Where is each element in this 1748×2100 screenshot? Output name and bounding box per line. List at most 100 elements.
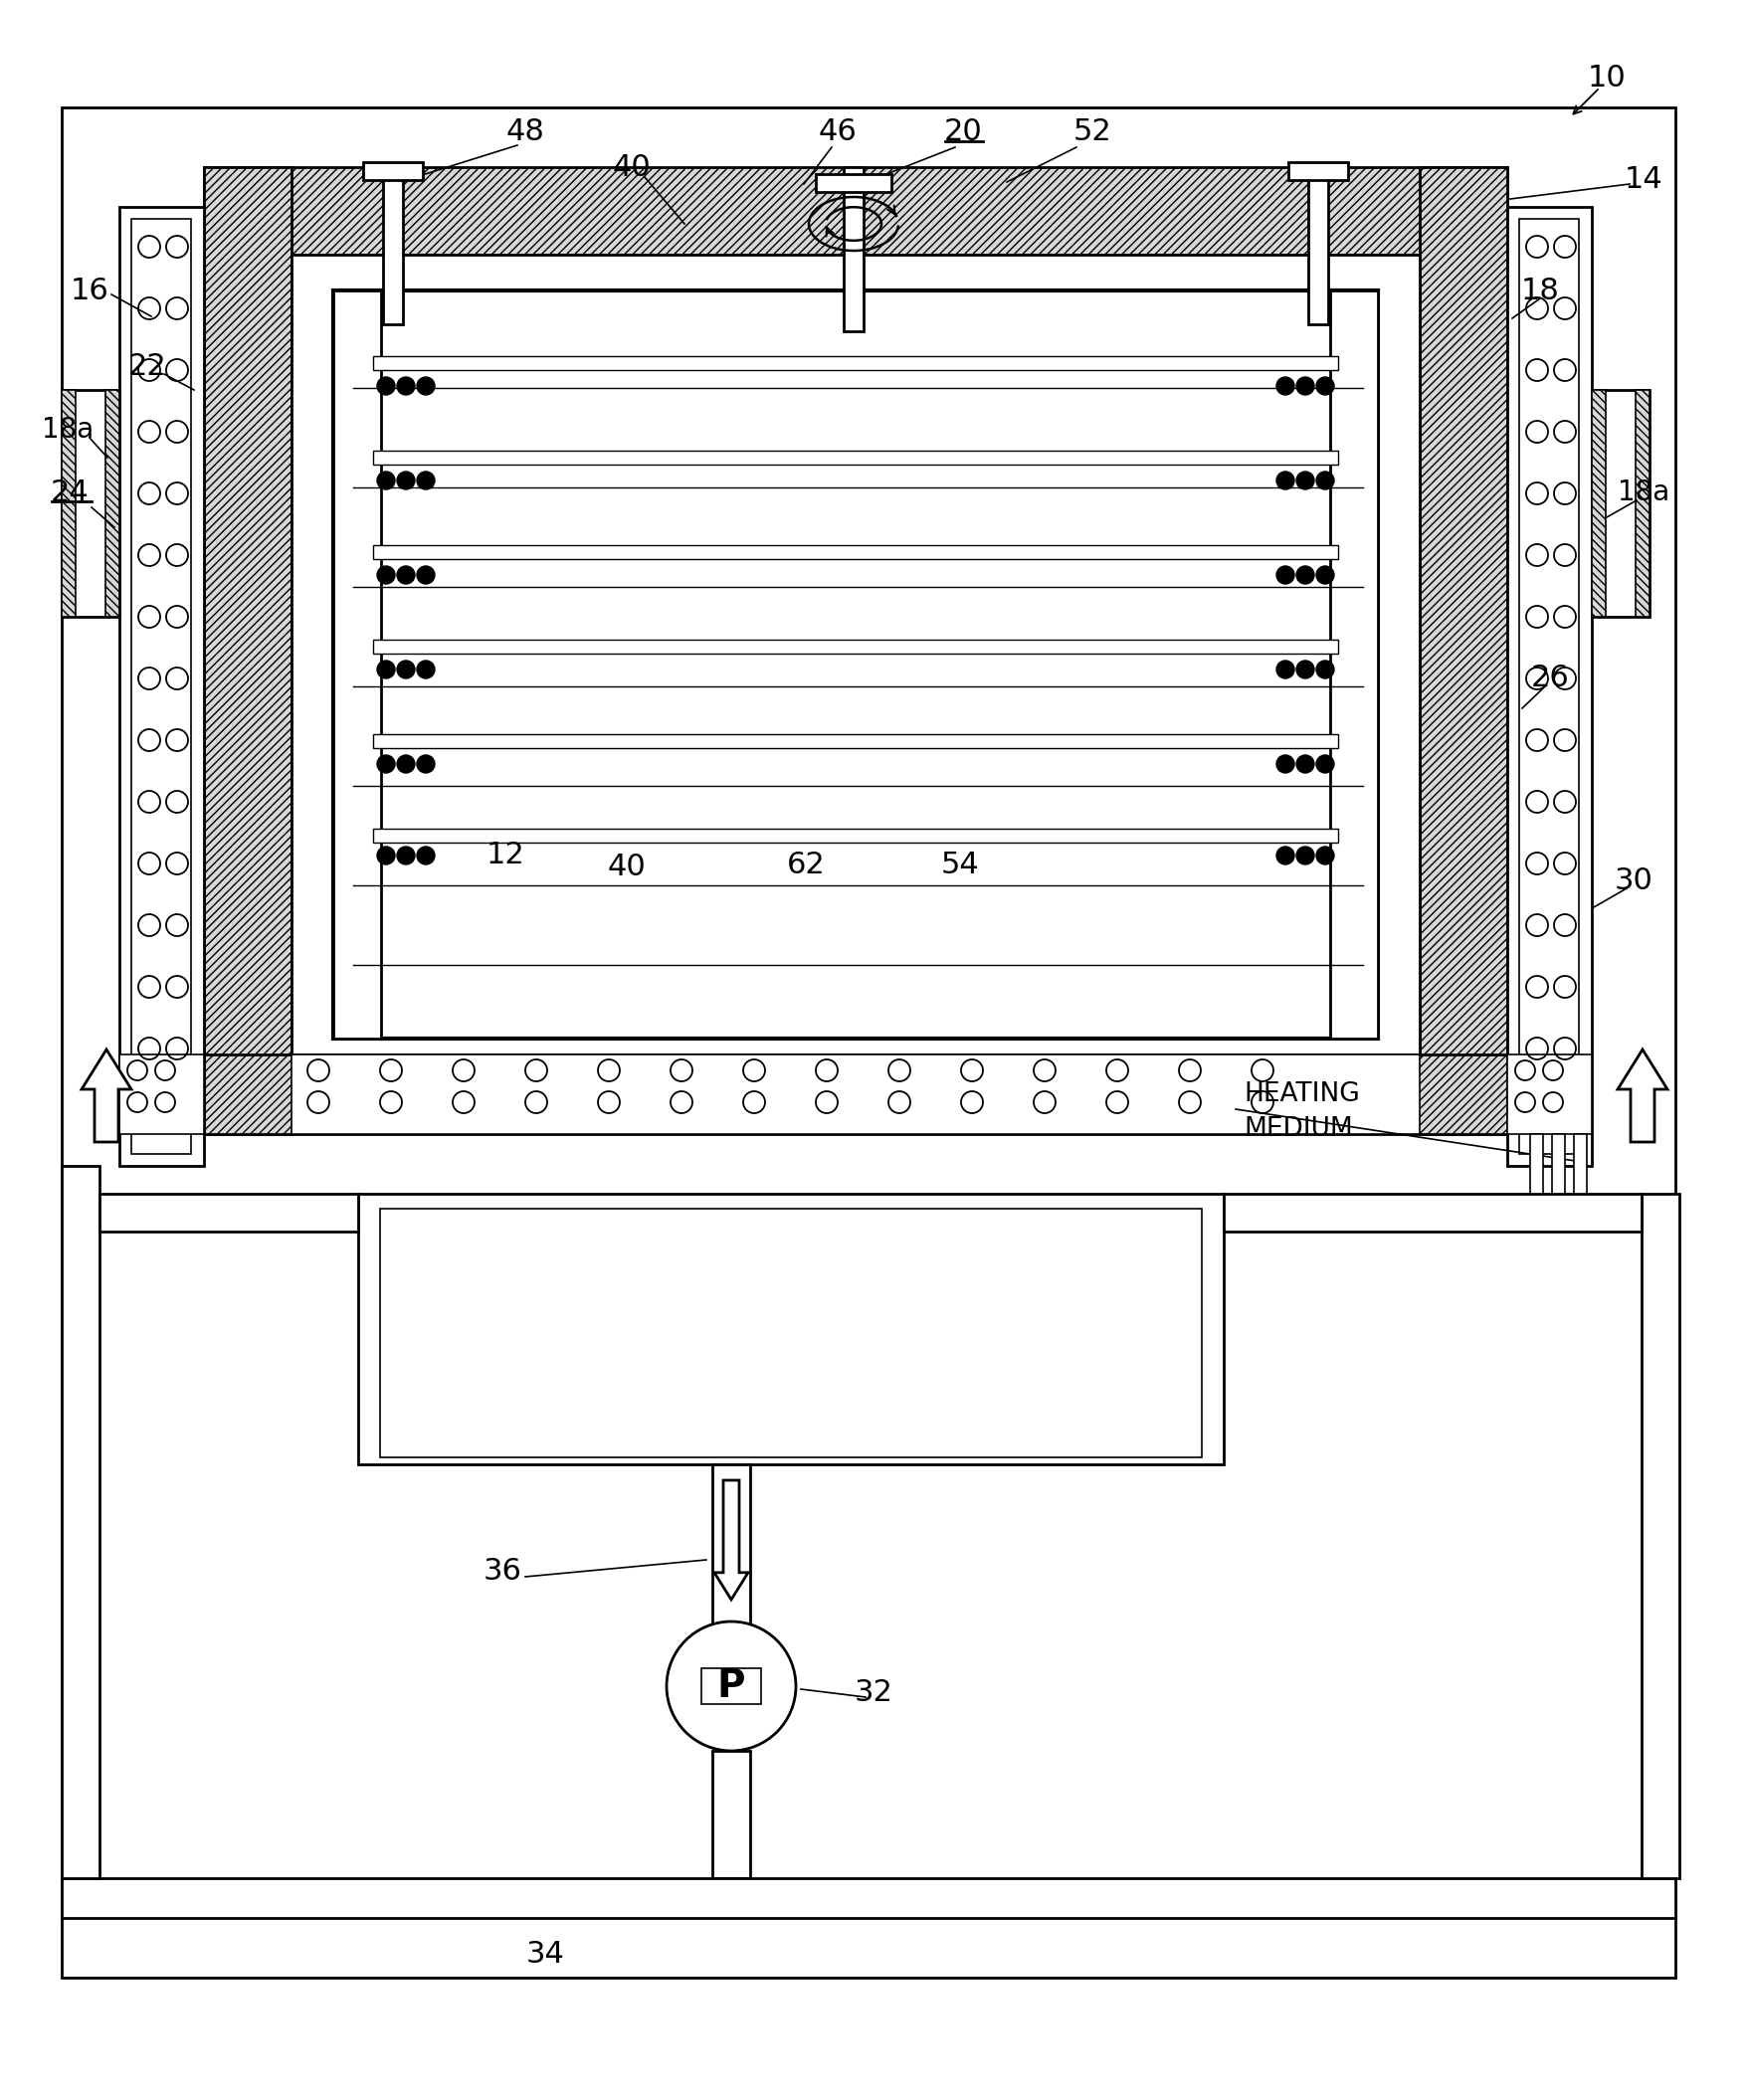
Circle shape bbox=[1276, 756, 1294, 773]
Circle shape bbox=[397, 846, 414, 865]
Bar bbox=[1550, 1134, 1564, 1193]
Circle shape bbox=[416, 756, 435, 773]
Circle shape bbox=[397, 662, 414, 678]
Text: 16: 16 bbox=[70, 275, 108, 304]
Circle shape bbox=[378, 472, 395, 489]
Bar bbox=[372, 830, 1337, 842]
Circle shape bbox=[1276, 472, 1294, 489]
Text: 10: 10 bbox=[1587, 63, 1626, 92]
Bar bbox=[383, 168, 402, 323]
Circle shape bbox=[397, 472, 414, 489]
Circle shape bbox=[378, 756, 395, 773]
Circle shape bbox=[416, 378, 435, 395]
Bar bbox=[1419, 168, 1507, 1134]
Bar bbox=[711, 1751, 750, 1877]
Text: 48: 48 bbox=[505, 118, 544, 145]
Text: 36: 36 bbox=[482, 1558, 521, 1586]
Bar bbox=[372, 357, 1337, 370]
Circle shape bbox=[1295, 756, 1313, 773]
Bar bbox=[205, 168, 1507, 254]
Bar bbox=[131, 218, 191, 1155]
Text: 18: 18 bbox=[1519, 275, 1559, 304]
Bar bbox=[1530, 1134, 1542, 1193]
Text: 62: 62 bbox=[787, 850, 825, 880]
Bar bbox=[334, 290, 1377, 1039]
Circle shape bbox=[1276, 662, 1294, 678]
Text: 18a: 18a bbox=[1617, 479, 1669, 506]
Bar bbox=[292, 254, 1419, 1054]
Circle shape bbox=[378, 846, 395, 865]
Bar bbox=[61, 1166, 100, 1877]
Circle shape bbox=[416, 472, 435, 489]
Bar bbox=[1641, 1193, 1678, 1877]
Bar bbox=[1573, 1134, 1585, 1193]
Text: 40: 40 bbox=[607, 853, 645, 882]
Bar bbox=[364, 162, 423, 181]
Polygon shape bbox=[713, 1480, 748, 1600]
Text: 32: 32 bbox=[853, 1678, 891, 1707]
Bar bbox=[61, 391, 119, 617]
Circle shape bbox=[397, 378, 414, 395]
Text: 22: 22 bbox=[128, 351, 166, 380]
Bar bbox=[1507, 208, 1591, 1166]
Text: 14: 14 bbox=[1624, 164, 1662, 193]
Bar bbox=[1224, 1193, 1641, 1231]
Bar bbox=[105, 391, 119, 617]
Bar bbox=[61, 391, 75, 617]
Bar bbox=[711, 1464, 750, 1636]
Circle shape bbox=[1316, 378, 1334, 395]
Bar bbox=[1519, 218, 1578, 1155]
Bar bbox=[205, 1054, 1507, 1134]
Bar bbox=[292, 1054, 1419, 1134]
Bar bbox=[358, 1193, 1224, 1464]
Circle shape bbox=[666, 1621, 795, 1751]
Bar bbox=[61, 1877, 1675, 1917]
Text: 54: 54 bbox=[940, 850, 979, 880]
Bar bbox=[815, 174, 891, 191]
Circle shape bbox=[416, 662, 435, 678]
Bar bbox=[1288, 162, 1348, 181]
Bar bbox=[372, 452, 1337, 464]
Circle shape bbox=[1276, 567, 1294, 584]
Circle shape bbox=[1276, 378, 1294, 395]
Circle shape bbox=[397, 756, 414, 773]
Circle shape bbox=[1295, 567, 1313, 584]
Text: 12: 12 bbox=[486, 842, 524, 869]
Bar bbox=[372, 640, 1337, 653]
Circle shape bbox=[1295, 662, 1313, 678]
Bar bbox=[119, 1054, 205, 1134]
Bar bbox=[1591, 391, 1648, 617]
Text: 52: 52 bbox=[1073, 118, 1112, 145]
Text: 26: 26 bbox=[1530, 664, 1568, 693]
Bar bbox=[1330, 290, 1377, 1039]
Circle shape bbox=[1276, 846, 1294, 865]
Circle shape bbox=[1316, 472, 1334, 489]
Polygon shape bbox=[82, 1050, 131, 1142]
Bar bbox=[372, 546, 1337, 559]
Text: 46: 46 bbox=[818, 118, 857, 145]
Circle shape bbox=[1316, 567, 1334, 584]
Text: 20: 20 bbox=[944, 118, 982, 145]
Polygon shape bbox=[1617, 1050, 1666, 1142]
Bar bbox=[61, 107, 1675, 1978]
Bar bbox=[379, 1210, 1201, 1457]
Text: 18a: 18a bbox=[42, 416, 94, 443]
Circle shape bbox=[416, 567, 435, 584]
Circle shape bbox=[416, 846, 435, 865]
Circle shape bbox=[378, 662, 395, 678]
Bar bbox=[1634, 391, 1648, 617]
Text: 24: 24 bbox=[51, 479, 89, 506]
Bar bbox=[100, 1193, 358, 1231]
Circle shape bbox=[1316, 756, 1334, 773]
Circle shape bbox=[1316, 662, 1334, 678]
Bar bbox=[119, 208, 205, 1166]
Bar bbox=[701, 1667, 760, 1703]
Bar bbox=[1308, 168, 1327, 323]
Bar bbox=[843, 168, 864, 332]
Circle shape bbox=[1295, 472, 1313, 489]
Text: 40: 40 bbox=[612, 153, 650, 181]
Circle shape bbox=[397, 567, 414, 584]
Text: 34: 34 bbox=[526, 1940, 565, 1970]
Bar bbox=[372, 735, 1337, 748]
Bar bbox=[1591, 391, 1605, 617]
